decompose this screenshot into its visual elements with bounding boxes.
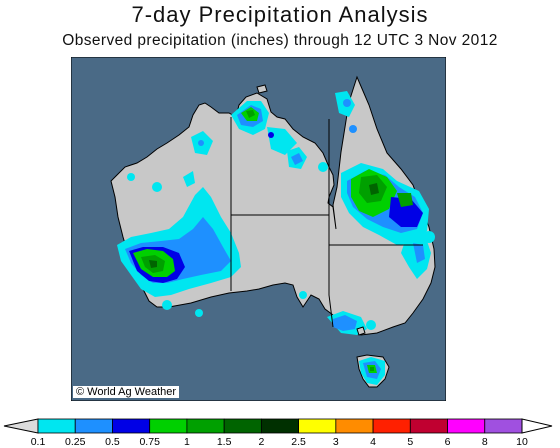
precipitation-map — [71, 57, 446, 401]
map-subtitle: Observed precipitation (inches) through … — [62, 32, 498, 49]
legend-label: 3 — [333, 436, 339, 448]
legend-labels: 0.1 0.25 0.5 0.75 1 1.5 2 2.5 3 4 5 6 8 10 — [31, 436, 528, 448]
legend-colorbar: 0.1 0.25 0.5 0.75 1 1.5 2 2.5 3 4 5 6 8 10 — [3, 418, 553, 448]
legend-label: 5 — [407, 436, 413, 448]
legend-swatch — [372, 418, 411, 434]
legend-swatch — [112, 418, 151, 434]
legend-swatch — [223, 418, 262, 434]
legend-label: 10 — [516, 436, 528, 448]
legend-swatch — [409, 418, 448, 434]
legend-label: 1.5 — [217, 436, 232, 448]
legend-label: 0.25 — [65, 436, 86, 448]
legend-arrow-high — [521, 418, 553, 434]
legend-swatches — [3, 418, 553, 434]
legend-swatch — [298, 418, 337, 434]
legend-label: 4 — [370, 436, 376, 448]
legend-arrow-low — [3, 418, 39, 434]
legend-swatch — [260, 418, 300, 434]
precipitation-areas — [117, 91, 435, 385]
legend-label: 6 — [445, 436, 451, 448]
legend-swatch — [149, 418, 188, 434]
legend-swatch — [186, 418, 225, 434]
legend-swatch — [37, 418, 76, 434]
legend-label: 0.75 — [139, 436, 160, 448]
legend-swatch — [74, 418, 113, 434]
legend-swatch — [484, 418, 523, 434]
legend-swatch — [335, 418, 374, 434]
legend-label: 0.1 — [31, 436, 46, 448]
legend-label: 1 — [184, 436, 190, 448]
legend-label: 8 — [482, 436, 488, 448]
legend-label: 2 — [258, 436, 264, 448]
legend-label: 0.5 — [105, 436, 120, 448]
islands — [256, 84, 366, 336]
legend-label: 2.5 — [291, 436, 306, 448]
credit-label: © World Ag Weather — [73, 386, 180, 398]
state-borders — [230, 117, 423, 328]
map-title: 7-day Precipitation Analysis — [131, 2, 429, 27]
legend-swatch — [447, 418, 486, 434]
